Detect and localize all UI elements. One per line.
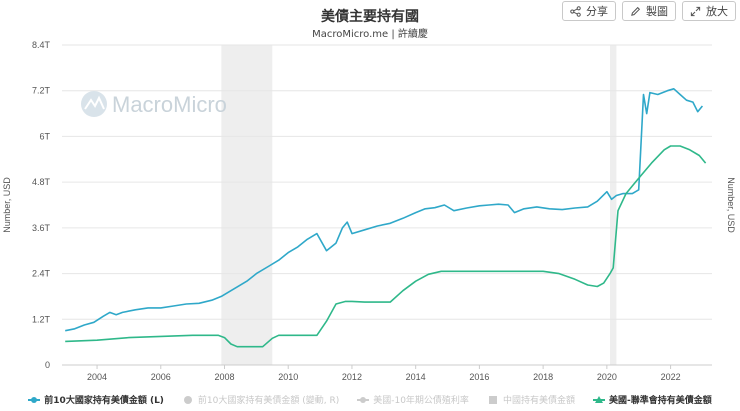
legend-label: 前10大國家持有美債金額 (L) xyxy=(44,396,164,406)
x-tick-label: 2016 xyxy=(469,372,489,382)
watermark-logo-mark xyxy=(84,95,105,110)
legend-label: 美國-10年期公債殖利率 xyxy=(373,396,469,406)
y-axis-title-right: Number, USD xyxy=(726,177,736,233)
y-tick-label: 1.2T xyxy=(32,314,51,324)
legend-item-10y-yield[interactable]: 美國-10年期公債殖利率 xyxy=(357,393,469,406)
legend: 前10大國家持有美債金額 (L) 前10大國家持有美債金額 (變動, R) 美國… xyxy=(0,393,740,406)
legend-dot-icon xyxy=(28,396,41,404)
y-tick-label: 0 xyxy=(45,360,50,370)
share-button[interactable]: 分享 xyxy=(562,1,616,21)
legend-item-top10[interactable]: 前10大國家持有美債金額 (L) xyxy=(28,393,164,406)
y-tick-label: 6T xyxy=(39,131,50,141)
x-tick-label: 2010 xyxy=(278,372,298,382)
legend-label: 前10大國家持有美債金額 (變動, R) xyxy=(197,396,340,406)
series-line-0 xyxy=(65,88,704,332)
chart-subtitle: MacroMicro.me | 許續慶 xyxy=(312,29,428,40)
y-tick-label: 4.8T xyxy=(32,177,51,187)
x-tick-label: 2004 xyxy=(87,372,107,382)
x-tick-label: 2014 xyxy=(406,372,426,382)
y-tick-label: 7.2T xyxy=(32,86,51,96)
legend-label: 中國持有美債金額 xyxy=(502,396,575,406)
draw-button-label: 製圖 xyxy=(646,5,668,18)
x-tick-label: 2006 xyxy=(151,372,171,382)
x-tick-label: 2018 xyxy=(533,372,553,382)
legend-dot-icon xyxy=(182,395,194,404)
x-tick-label: 2012 xyxy=(342,372,362,382)
toolbar: 分享 製圖 放大 xyxy=(562,1,736,21)
y-tick-label: 3.6T xyxy=(32,223,51,233)
x-tick-label: 2008 xyxy=(214,372,234,382)
watermark-text: MacroMicro xyxy=(112,92,227,117)
x-tick-label: 2022 xyxy=(661,372,681,382)
expand-icon xyxy=(690,6,701,16)
expand-button-label: 放大 xyxy=(706,5,728,18)
legend-line-dot-icon xyxy=(357,396,370,404)
expand-button[interactable]: 放大 xyxy=(682,1,736,21)
draw-button[interactable]: 製圖 xyxy=(622,1,676,21)
legend-triangle-icon xyxy=(592,395,605,404)
y-axis-title-left: Number, USD xyxy=(2,177,12,233)
legend-square-icon xyxy=(487,395,499,404)
recession-band xyxy=(221,45,273,365)
y-tick-label: 8.4T xyxy=(32,40,51,50)
share-button-label: 分享 xyxy=(586,5,608,18)
legend-item-china[interactable]: 中國持有美債金額 xyxy=(487,393,575,406)
chart-title: 美債主要持有國 xyxy=(321,9,419,25)
series-line-4 xyxy=(65,145,707,348)
y-tick-label: 2.4T xyxy=(32,269,51,279)
recession-band xyxy=(610,45,617,365)
x-tick-label: 2020 xyxy=(597,372,617,382)
legend-item-fed[interactable]: 美國-聯準會持有美債金額 xyxy=(592,393,712,406)
pencil-icon xyxy=(631,6,641,16)
legend-item-top10-change[interactable]: 前10大國家持有美債金額 (變動, R) xyxy=(182,393,339,406)
legend-label: 美國-聯準會持有美債金額 xyxy=(608,396,712,406)
share-icon xyxy=(570,5,581,17)
